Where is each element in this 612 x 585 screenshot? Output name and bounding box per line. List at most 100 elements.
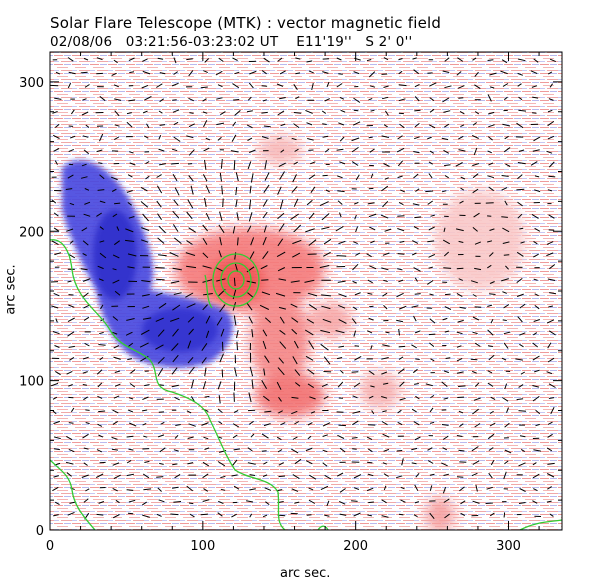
field-vector — [397, 160, 404, 167]
field-vector — [321, 213, 330, 221]
field-vector — [320, 343, 329, 351]
field-vector — [382, 462, 387, 465]
field-vector — [489, 72, 497, 76]
field-vector — [290, 280, 300, 283]
field-vector — [306, 199, 313, 206]
field-vector — [232, 121, 237, 127]
field-vector — [534, 305, 540, 310]
field-vector — [443, 251, 450, 257]
field-vector — [204, 395, 210, 398]
field-vector — [219, 353, 224, 363]
field-vector — [157, 237, 165, 244]
field-vector — [173, 501, 182, 503]
field-vector — [411, 344, 417, 349]
field-vector — [202, 279, 213, 283]
field-vector — [232, 57, 238, 61]
field-vector — [247, 137, 253, 141]
field-vector — [323, 356, 331, 365]
field-vector — [237, 237, 239, 246]
field-vector — [353, 487, 360, 490]
field-vector — [549, 83, 554, 88]
field-vector — [220, 328, 225, 337]
field-vector — [324, 98, 331, 102]
field-vector — [519, 435, 526, 438]
field-vector — [323, 395, 329, 400]
field-vector — [232, 434, 238, 439]
field-vector — [366, 487, 374, 492]
field-vector — [487, 304, 493, 307]
field-vector — [52, 111, 58, 114]
field-vector — [519, 303, 526, 309]
field-vector — [140, 329, 150, 335]
field-vector — [428, 124, 436, 129]
field-vector — [126, 112, 132, 115]
field-vector — [157, 329, 165, 337]
field-vector — [304, 329, 314, 336]
field-vector — [83, 213, 91, 217]
positive-region-north — [258, 136, 302, 164]
field-vector — [501, 357, 507, 361]
contour-west — [50, 239, 286, 530]
field-vector — [385, 331, 390, 334]
field-vector — [141, 280, 151, 283]
field-vector — [215, 70, 223, 76]
field-vector — [84, 201, 91, 205]
field-vector — [504, 383, 508, 390]
field-vector — [321, 383, 328, 388]
field-vector — [381, 371, 388, 375]
field-vector — [443, 149, 450, 154]
field-vector — [471, 134, 479, 139]
field-vector — [172, 210, 180, 219]
field-vector — [533, 136, 541, 142]
field-vector — [517, 201, 523, 207]
field-vector — [429, 293, 434, 296]
field-vector — [352, 420, 359, 426]
field-vector — [352, 395, 358, 399]
field-vector — [142, 58, 148, 62]
field-vector — [325, 189, 330, 193]
field-vector — [368, 136, 373, 139]
field-vector — [414, 83, 420, 88]
field-vector — [547, 433, 553, 438]
field-vector — [531, 85, 538, 88]
field-vector — [534, 227, 541, 232]
field-vector — [548, 214, 555, 219]
field-vector — [398, 356, 404, 360]
field-vector — [84, 342, 90, 347]
field-vector — [130, 369, 136, 374]
field-vector — [519, 332, 526, 336]
field-vector — [532, 96, 539, 99]
field-vector — [414, 330, 421, 334]
field-vector — [456, 371, 464, 374]
vector-field-arrows — [50, 57, 557, 520]
field-vector — [412, 57, 417, 60]
field-vector — [82, 98, 87, 101]
field-vector — [140, 201, 149, 208]
field-vector — [54, 252, 62, 256]
field-vector — [396, 319, 404, 323]
field-vector — [368, 71, 376, 78]
field-vector — [261, 85, 268, 87]
field-vector — [249, 70, 257, 75]
field-vector — [129, 383, 136, 388]
field-vector — [142, 70, 151, 75]
field-vector — [187, 340, 192, 349]
field-vector — [532, 500, 538, 504]
field-vector — [354, 292, 361, 296]
field-vector — [441, 190, 447, 193]
field-vector — [127, 358, 133, 361]
field-vector — [185, 292, 194, 298]
field-vector — [82, 433, 89, 439]
field-vector — [429, 150, 435, 154]
field-vector — [502, 83, 509, 87]
field-vector — [339, 447, 346, 453]
field-vector — [97, 189, 105, 191]
field-vector — [173, 71, 178, 75]
field-vector — [294, 369, 301, 376]
field-vector — [471, 446, 479, 452]
field-vector — [96, 149, 103, 153]
field-vector — [248, 316, 253, 324]
field-vector — [381, 421, 388, 426]
field-vector — [220, 475, 226, 479]
field-vector — [412, 203, 420, 206]
